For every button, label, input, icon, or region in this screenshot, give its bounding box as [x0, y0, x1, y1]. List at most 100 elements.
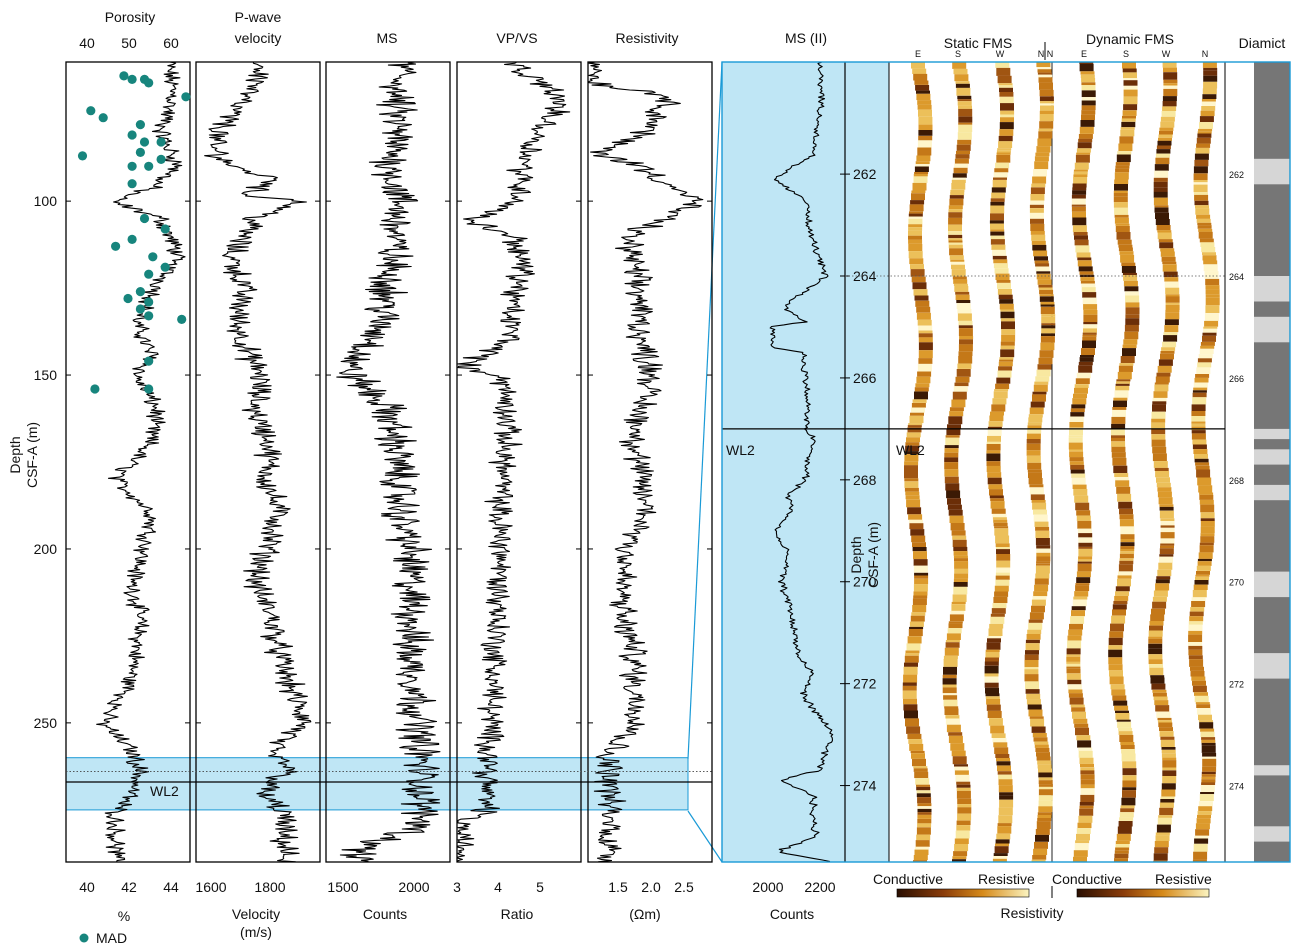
fms-band	[917, 814, 932, 819]
porosity-top-ticks: 40 50 60	[79, 35, 179, 51]
fms-band	[1114, 850, 1129, 854]
colorbar-dynamic	[1076, 888, 1210, 898]
fms-band	[954, 766, 969, 771]
fms-band	[1041, 314, 1056, 317]
fms-band	[1152, 404, 1166, 412]
fms-band	[1069, 457, 1084, 462]
fms-band	[1201, 771, 1216, 775]
fms-band	[1191, 421, 1206, 424]
fms-band	[1188, 630, 1203, 635]
fms-band	[1077, 520, 1092, 529]
fms-band	[957, 309, 972, 314]
fms-band	[1080, 779, 1095, 785]
fms-band	[945, 483, 960, 491]
fms-band	[992, 738, 1007, 743]
fms-band	[948, 231, 962, 235]
fms-band	[1122, 115, 1136, 119]
fms-band	[917, 319, 932, 326]
fms-band	[1119, 508, 1133, 515]
fms-band	[994, 389, 1009, 392]
fms-band	[1115, 844, 1130, 848]
mad-point	[160, 224, 170, 234]
fms-band	[1161, 783, 1176, 790]
fms-band	[1036, 756, 1051, 761]
fms-band	[1078, 537, 1093, 543]
fms-band	[1159, 510, 1174, 519]
ms2-depth-tick-label: 274	[853, 778, 877, 794]
fms-band	[1193, 843, 1208, 852]
fms-band	[1200, 536, 1215, 543]
fms-band	[1067, 679, 1082, 685]
fms-band	[1119, 734, 1134, 742]
fms-band	[1199, 545, 1214, 553]
fms-band	[1157, 717, 1172, 721]
fms-band	[904, 662, 918, 667]
fms-band	[908, 216, 923, 219]
fms-band	[1163, 85, 1178, 89]
fms-band	[917, 797, 932, 804]
fms-band	[1202, 88, 1217, 95]
ms2-trace	[769, 61, 834, 863]
fms-band	[1160, 248, 1175, 252]
fms-band	[943, 666, 957, 675]
fms-band	[903, 698, 917, 705]
fms-band	[945, 715, 960, 719]
fms-band	[1155, 583, 1170, 591]
fms-band	[1194, 835, 1209, 839]
fms-band	[991, 508, 1006, 514]
fms-band	[997, 370, 1012, 378]
fms-band	[1165, 304, 1180, 310]
resistivity-title: Resistivity	[615, 30, 678, 46]
fms-band	[1161, 789, 1176, 797]
fms-band	[952, 856, 967, 860]
fms-band	[917, 812, 932, 815]
diamict-title: Diamict	[1239, 35, 1286, 51]
fms-band	[914, 572, 929, 576]
fms-band	[909, 211, 923, 214]
fms-band	[944, 708, 959, 715]
fms-band	[955, 83, 970, 88]
fms-band	[1156, 482, 1171, 488]
mad-point	[160, 262, 170, 272]
fms-band	[1039, 82, 1053, 90]
fms-band	[1151, 428, 1166, 435]
dir-label: N	[1038, 49, 1045, 59]
fms-band	[998, 294, 1013, 300]
fms-band	[954, 764, 968, 767]
fms-band	[1076, 515, 1091, 521]
fms-band	[990, 725, 1005, 734]
diamict-light-interval	[1254, 158, 1290, 185]
fms-band	[987, 472, 1002, 478]
fms-band	[1200, 521, 1215, 527]
fms-band	[1151, 434, 1166, 440]
fms-band	[1032, 733, 1047, 738]
fms-band	[1034, 521, 1049, 527]
fms-band	[1122, 790, 1136, 798]
fms-band	[995, 839, 1010, 844]
ms2-depth-tick-label: 266	[853, 370, 877, 386]
fms-band	[910, 264, 924, 270]
fms-band	[948, 621, 963, 624]
fms-band	[1119, 136, 1134, 144]
ms2-depth-axis: 262 264 266 268 270 272 274	[840, 166, 877, 794]
colorbar-static	[896, 888, 1030, 898]
ms2-depth-tick-label: 272	[853, 676, 877, 692]
diamict-depth-label: 272	[1229, 680, 1244, 690]
fms-band	[1159, 802, 1174, 808]
fms-band	[948, 234, 963, 239]
fms-band	[1110, 429, 1125, 436]
fms-band	[908, 423, 923, 426]
fms-band	[1197, 131, 1212, 134]
fms-band	[908, 213, 923, 217]
fms-band	[1201, 782, 1216, 785]
fms-band	[915, 383, 930, 388]
fms-band	[1039, 110, 1054, 114]
fms-band	[1150, 675, 1165, 678]
fms-band	[995, 547, 1010, 550]
fms-band	[996, 758, 1010, 762]
fms-band	[1160, 799, 1175, 803]
fms-band	[1200, 242, 1215, 247]
fms-band	[1001, 334, 1016, 342]
fms-band	[1197, 358, 1212, 363]
fms-band	[1156, 576, 1171, 580]
